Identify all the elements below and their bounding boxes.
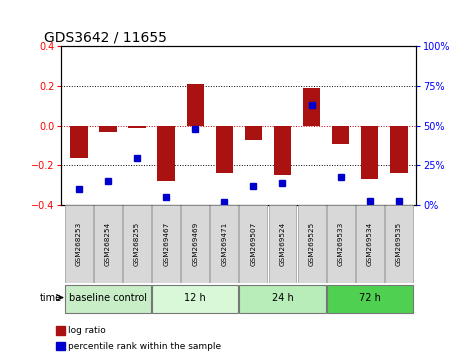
Bar [56, 342, 65, 350]
Text: GSM269524: GSM269524 [280, 222, 286, 266]
FancyBboxPatch shape [152, 205, 180, 283]
Text: GSM268253: GSM268253 [76, 222, 82, 266]
FancyBboxPatch shape [239, 205, 267, 283]
FancyBboxPatch shape [239, 285, 325, 314]
FancyBboxPatch shape [385, 205, 413, 283]
Bar [70, 126, 88, 158]
Text: 12 h: 12 h [184, 292, 206, 303]
Bar [303, 88, 320, 126]
Text: GSM268254: GSM268254 [105, 222, 111, 266]
Bar [390, 126, 408, 173]
Text: GDS3642 / 11655: GDS3642 / 11655 [44, 31, 166, 45]
FancyBboxPatch shape [327, 285, 413, 314]
Bar [274, 126, 291, 176]
Text: GSM268255: GSM268255 [134, 222, 140, 266]
Text: GSM269471: GSM269471 [221, 222, 228, 266]
Text: GSM269534: GSM269534 [367, 222, 373, 266]
FancyBboxPatch shape [210, 205, 238, 283]
Bar [186, 84, 204, 126]
Text: GSM269469: GSM269469 [192, 222, 198, 266]
Bar [216, 126, 233, 173]
Text: GSM269507: GSM269507 [250, 222, 256, 266]
FancyBboxPatch shape [298, 205, 325, 283]
Text: log ratio: log ratio [69, 326, 106, 335]
FancyBboxPatch shape [327, 205, 355, 283]
Text: GSM269535: GSM269535 [396, 222, 402, 266]
Bar [56, 326, 65, 335]
FancyBboxPatch shape [94, 205, 122, 283]
Bar [361, 126, 378, 179]
Text: GSM269467: GSM269467 [163, 222, 169, 266]
FancyBboxPatch shape [181, 205, 209, 283]
Bar [158, 126, 175, 181]
Text: 24 h: 24 h [272, 292, 293, 303]
FancyBboxPatch shape [65, 205, 93, 283]
Bar [245, 126, 262, 139]
Text: percentile rank within the sample: percentile rank within the sample [69, 342, 221, 351]
Text: time: time [40, 292, 62, 303]
FancyBboxPatch shape [356, 205, 384, 283]
FancyBboxPatch shape [152, 285, 238, 314]
FancyBboxPatch shape [123, 205, 151, 283]
FancyBboxPatch shape [65, 285, 151, 314]
Bar [332, 126, 350, 144]
Bar [99, 126, 117, 132]
Text: GSM269533: GSM269533 [338, 222, 344, 266]
Text: 72 h: 72 h [359, 292, 381, 303]
Bar [128, 126, 146, 128]
Text: GSM269525: GSM269525 [308, 222, 315, 266]
FancyBboxPatch shape [269, 205, 297, 283]
Text: baseline control: baseline control [69, 292, 147, 303]
